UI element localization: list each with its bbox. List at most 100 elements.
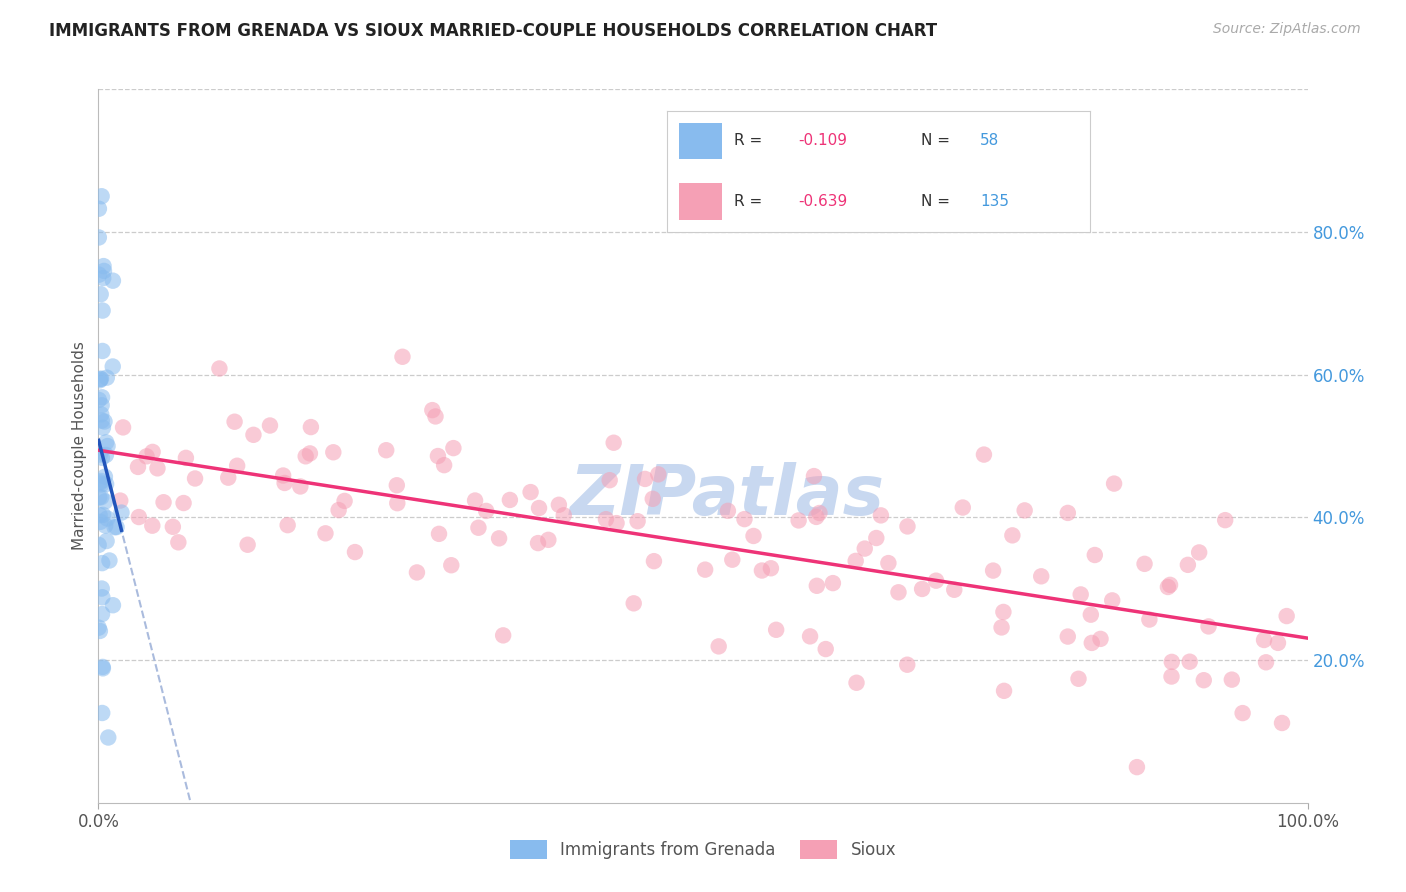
- Point: [90, 372, 112, 386]
- Point: [845, 554, 868, 568]
- Point: [626, 514, 648, 528]
- Point: [634, 472, 657, 486]
- Point: [641, 491, 664, 506]
- Point: [1056, 506, 1078, 520]
- Point: [298, 446, 321, 460]
- Point: [440, 558, 463, 573]
- Point: [146, 461, 169, 475]
- Point: [433, 458, 456, 472]
- Point: [952, 500, 974, 515]
- Point: [89, 490, 111, 504]
- Point: [1254, 655, 1277, 669]
- Point: [1177, 558, 1199, 572]
- Point: [98, 553, 121, 567]
- Point: [1133, 557, 1156, 571]
- Point: [87, 392, 110, 407]
- Point: [91, 390, 114, 404]
- Point: [87, 621, 110, 635]
- Point: [406, 566, 429, 580]
- Point: [427, 526, 450, 541]
- Point: [94, 469, 117, 483]
- Point: [1080, 607, 1102, 622]
- Point: [990, 620, 1012, 634]
- Point: [695, 563, 717, 577]
- Point: [1157, 580, 1180, 594]
- Point: [184, 471, 207, 485]
- Point: [93, 415, 115, 429]
- Text: Source: ZipAtlas.com: Source: ZipAtlas.com: [1213, 22, 1361, 37]
- Point: [162, 520, 184, 534]
- Point: [290, 479, 312, 493]
- Point: [821, 576, 844, 591]
- Point: [475, 504, 498, 518]
- Point: [887, 585, 910, 599]
- Point: [90, 474, 112, 488]
- Point: [101, 274, 124, 288]
- Point: [242, 427, 264, 442]
- Point: [1102, 476, 1125, 491]
- Point: [91, 660, 114, 674]
- Point: [208, 361, 231, 376]
- Point: [623, 596, 645, 610]
- Point: [721, 552, 744, 566]
- Text: IMMIGRANTS FROM GRENADA VS SIOUX MARRIED-COUPLE HOUSEHOLDS CORRELATION CHART: IMMIGRANTS FROM GRENADA VS SIOUX MARRIED…: [49, 22, 938, 40]
- Point: [492, 628, 515, 642]
- Point: [426, 449, 449, 463]
- Point: [925, 574, 948, 588]
- Point: [759, 561, 782, 575]
- Point: [91, 420, 114, 434]
- Point: [1067, 672, 1090, 686]
- Point: [911, 582, 934, 596]
- Point: [91, 661, 114, 675]
- Point: [606, 516, 628, 530]
- Text: ZIPatlas: ZIPatlas: [569, 462, 884, 530]
- Point: [981, 564, 1004, 578]
- Point: [87, 202, 110, 216]
- Point: [464, 493, 486, 508]
- Point: [441, 441, 464, 455]
- Point: [89, 373, 111, 387]
- Point: [104, 520, 127, 534]
- Point: [707, 640, 730, 654]
- Point: [1014, 503, 1036, 517]
- Point: [96, 435, 118, 450]
- Point: [1137, 613, 1160, 627]
- Point: [128, 510, 150, 524]
- Point: [226, 458, 249, 473]
- Point: [90, 189, 112, 203]
- Point: [90, 477, 112, 491]
- Point: [1192, 673, 1215, 688]
- Point: [101, 598, 124, 612]
- Point: [314, 526, 336, 541]
- Point: [236, 538, 259, 552]
- Point: [595, 512, 617, 526]
- Point: [1275, 609, 1298, 624]
- Point: [91, 706, 114, 720]
- Point: [1160, 655, 1182, 669]
- Point: [547, 498, 569, 512]
- Point: [845, 675, 868, 690]
- Point: [806, 509, 828, 524]
- Point: [527, 536, 550, 550]
- Point: [1084, 548, 1107, 562]
- Point: [333, 494, 356, 508]
- Point: [110, 506, 132, 520]
- Point: [765, 623, 787, 637]
- Point: [89, 624, 111, 638]
- Point: [112, 420, 135, 434]
- Point: [1253, 632, 1275, 647]
- Point: [808, 506, 831, 520]
- Point: [127, 459, 149, 474]
- Point: [527, 501, 550, 516]
- Point: [742, 529, 765, 543]
- Point: [799, 629, 821, 643]
- Point: [973, 448, 995, 462]
- Point: [787, 513, 810, 527]
- Point: [135, 450, 157, 464]
- Point: [343, 545, 366, 559]
- Point: [90, 582, 112, 596]
- Point: [896, 519, 918, 533]
- Point: [105, 520, 128, 534]
- Point: [294, 450, 316, 464]
- Point: [167, 535, 190, 549]
